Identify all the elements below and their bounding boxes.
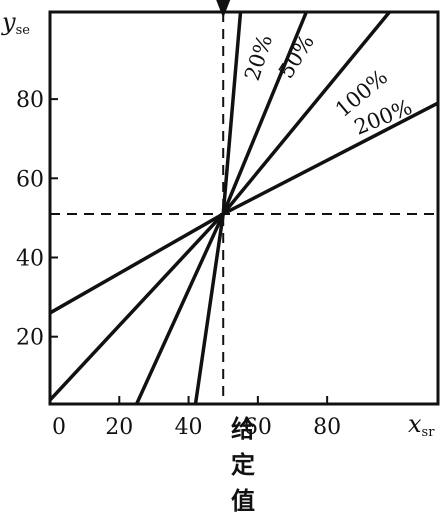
set-point-label-char-2: 定 — [231, 450, 255, 479]
y-axis-title: yse — [1, 8, 30, 38]
gain-label-20: 20% — [240, 32, 277, 84]
set-point-arrow-icon — [216, 0, 231, 18]
x-tick-label: 0 — [52, 415, 66, 440]
x-axis-ticks: 0 20 40 60 80 — [49, 396, 341, 440]
x-tick-label: 20 — [105, 415, 133, 440]
gain-lines — [48, 10, 439, 405]
x-axis-name: x — [408, 410, 422, 438]
y-tick-label: 80 — [16, 88, 44, 113]
x-tick-label: 60 — [244, 415, 272, 440]
y-axis-ticks: 20 40 60 80 — [16, 88, 58, 351]
x-tick-label: 80 — [313, 415, 341, 440]
x-axis-title: xsr — [408, 410, 435, 440]
y-tick-label: 60 — [16, 167, 44, 192]
y-tick-label: 40 — [16, 246, 44, 271]
plot-frame — [48, 10, 440, 406]
y-axis-name: y — [1, 8, 16, 36]
y-tick-label: 20 — [16, 326, 44, 351]
x-axis-subscript: sr — [422, 425, 436, 440]
set-point-label-char-1: 给 — [231, 414, 255, 443]
gain-line-100 — [48, 10, 391, 402]
gain-label-50: 50% — [274, 30, 319, 82]
gain-line-200 — [49, 101, 439, 315]
set-point-label-char-3: 值 — [231, 486, 255, 515]
y-axis-subscript: se — [16, 23, 31, 38]
x-tick-label: 40 — [175, 415, 203, 440]
